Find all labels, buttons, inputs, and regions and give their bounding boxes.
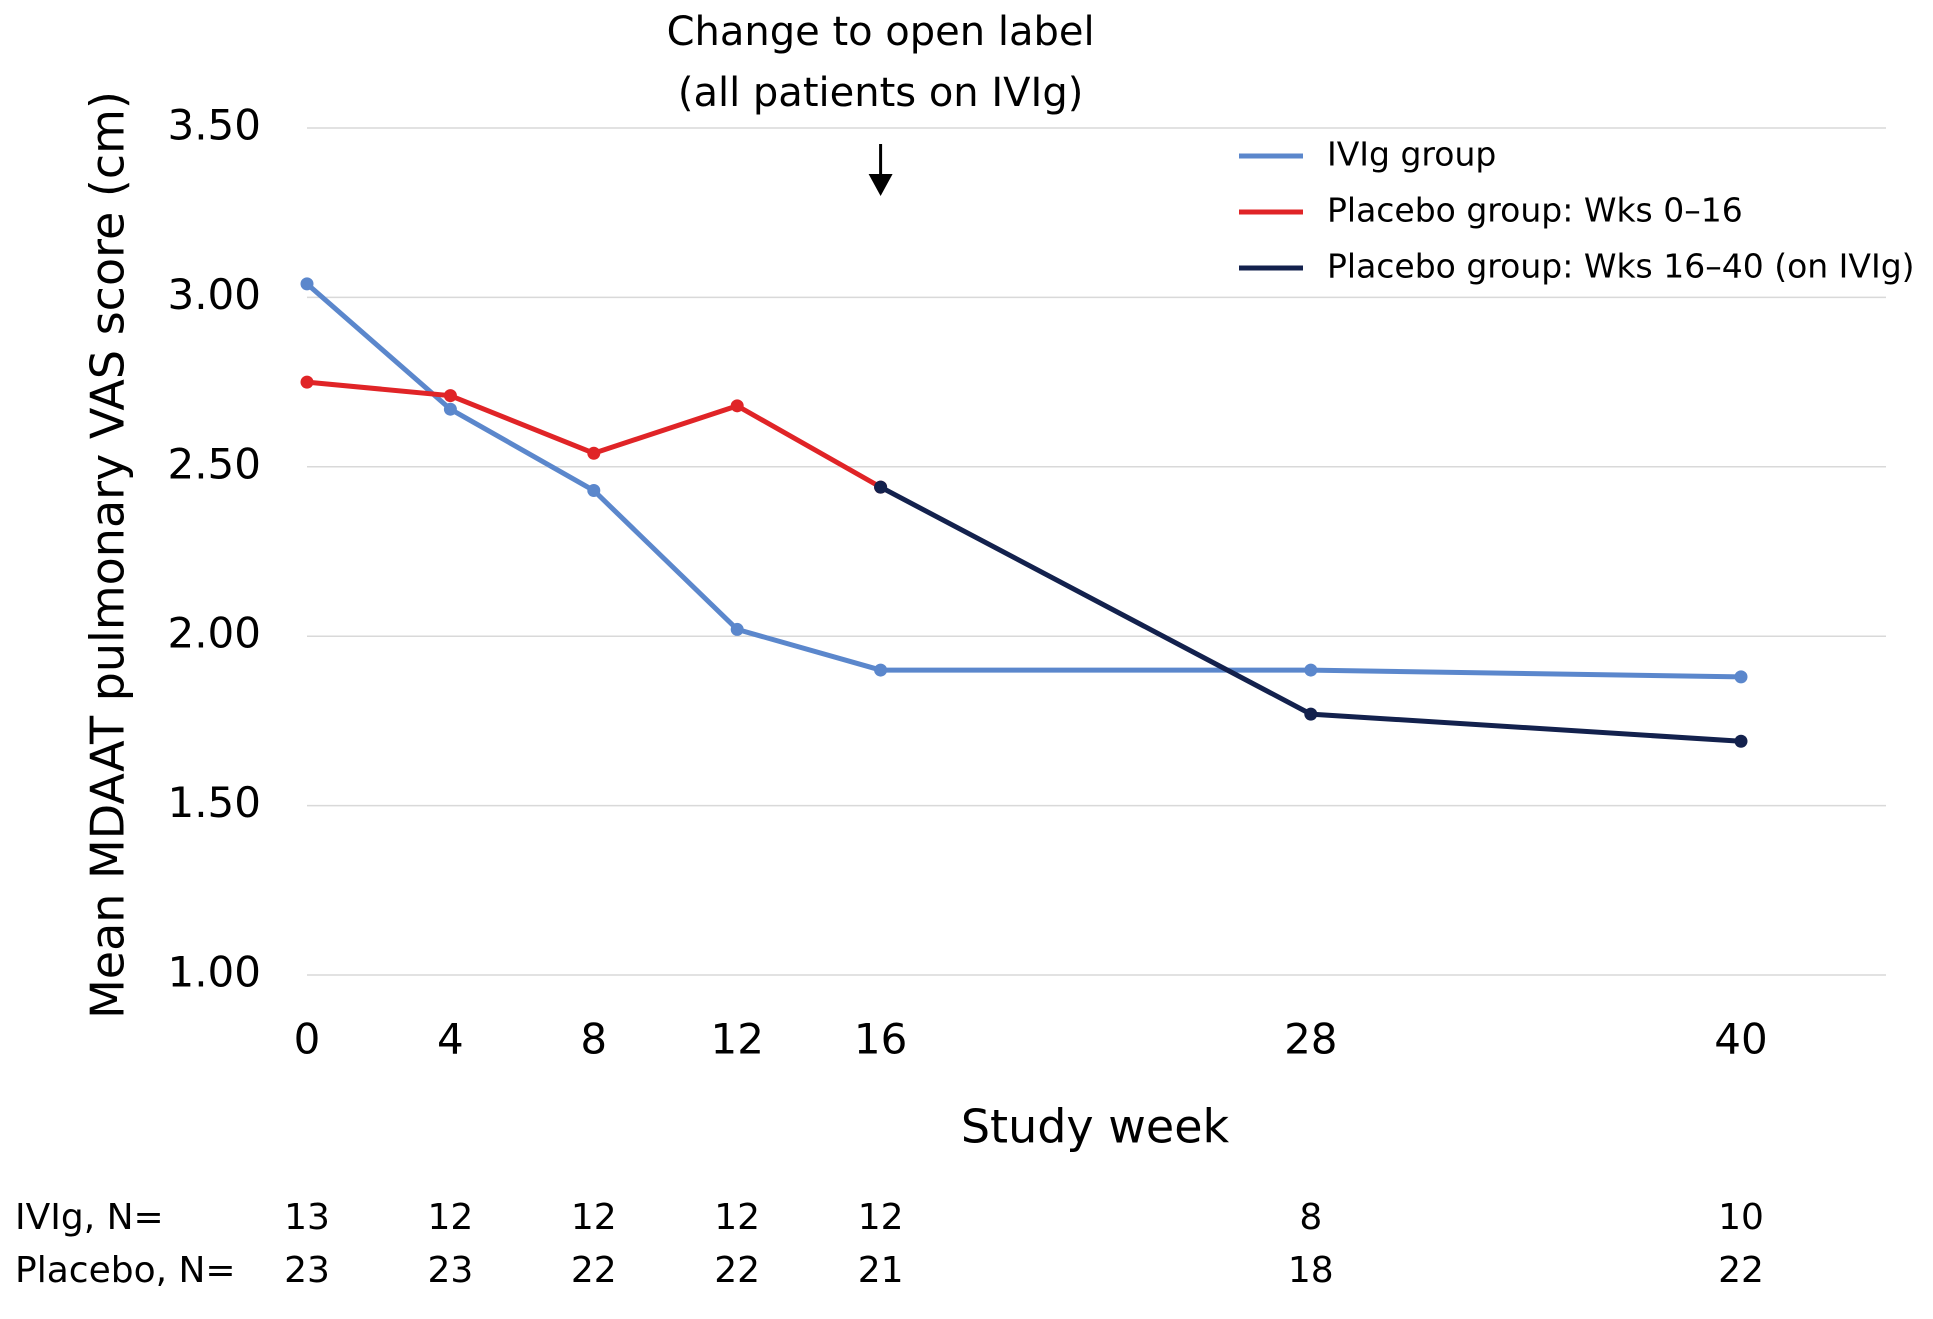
n-value: 22 xyxy=(714,1250,760,1291)
y-tick-label: 3.00 xyxy=(167,270,261,319)
n-value: 12 xyxy=(714,1197,760,1238)
y-tick-label: 1.50 xyxy=(167,778,261,827)
data-point xyxy=(587,446,601,460)
legend-label: Placebo group: Wks 16–40 (on IVIg) xyxy=(1327,247,1915,286)
x-tick-label: 0 xyxy=(294,1015,321,1064)
annotation-arrowhead xyxy=(868,174,893,196)
data-point xyxy=(443,402,457,416)
n-value: 12 xyxy=(858,1197,904,1238)
data-point xyxy=(1734,734,1748,748)
series-line xyxy=(306,379,882,490)
series-line xyxy=(305,281,1742,680)
series-line xyxy=(879,484,1742,744)
n-value: 18 xyxy=(1288,1250,1334,1291)
n-value: 12 xyxy=(427,1197,473,1238)
n-row-label: IVIg, N= xyxy=(15,1197,164,1238)
n-value: 21 xyxy=(858,1250,904,1291)
n-value: 23 xyxy=(427,1250,473,1291)
y-tick-label: 3.50 xyxy=(167,101,261,150)
y-axis-title: Mean MDAAT pulmonary VAS score (cm) xyxy=(81,91,135,1019)
n-value: 22 xyxy=(1718,1250,1764,1291)
data-point xyxy=(730,622,744,636)
x-tick-label: 16 xyxy=(854,1015,907,1064)
data-point xyxy=(587,484,601,498)
y-tick-label: 1.00 xyxy=(167,948,261,997)
annotation-text: Change to open label xyxy=(667,9,1095,55)
annotation-text: (all patients on IVIg) xyxy=(678,70,1083,116)
n-value: 22 xyxy=(571,1250,617,1291)
data-point xyxy=(1734,670,1748,684)
n-value: 12 xyxy=(571,1197,617,1238)
n-value: 10 xyxy=(1718,1197,1764,1238)
y-tick-label: 2.50 xyxy=(167,439,261,488)
data-point xyxy=(300,277,314,291)
y-tick-label: 2.00 xyxy=(167,609,261,658)
data-point xyxy=(874,480,888,494)
x-tick-label: 28 xyxy=(1284,1015,1337,1064)
n-row-label: Placebo, N= xyxy=(15,1250,236,1291)
n-value: 13 xyxy=(284,1197,330,1238)
data-point xyxy=(874,663,888,677)
x-tick-label: 4 xyxy=(437,1015,464,1064)
data-point xyxy=(1304,707,1318,721)
x-tick-label: 12 xyxy=(710,1015,763,1064)
data-point xyxy=(730,399,744,413)
x-tick-label: 8 xyxy=(580,1015,607,1064)
x-tick-label: 40 xyxy=(1714,1015,1767,1064)
data-point xyxy=(1304,663,1318,677)
n-value: 23 xyxy=(284,1250,330,1291)
data-point xyxy=(443,389,457,403)
n-value: 8 xyxy=(1299,1197,1322,1238)
x-axis-title: Study week xyxy=(961,1100,1230,1154)
legend-label: IVIg group xyxy=(1327,135,1496,174)
legend-label: Placebo group: Wks 0–16 xyxy=(1327,191,1743,230)
data-point xyxy=(300,375,314,389)
